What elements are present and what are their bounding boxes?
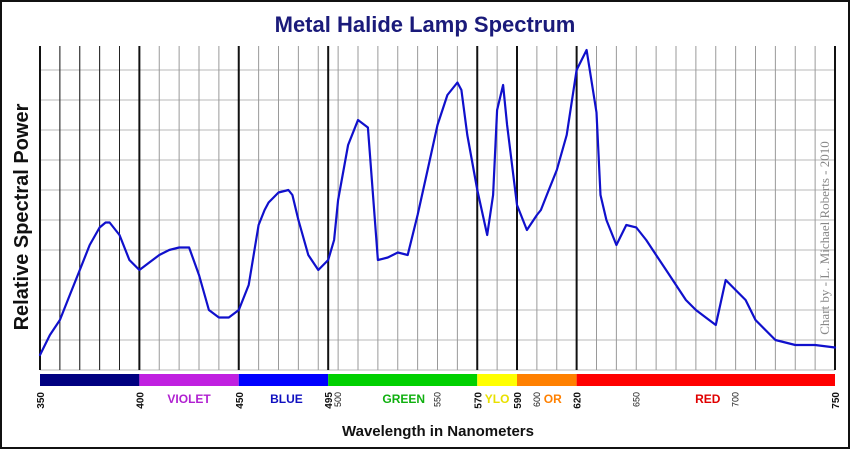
spectrum-band <box>328 374 478 386</box>
spectrum-line <box>38 48 837 357</box>
chart-grid <box>39 46 836 371</box>
tick-label: 700 <box>731 392 741 407</box>
y-axis-label: Relative Spectral Power <box>11 103 33 330</box>
tick-label: 500 <box>333 392 343 407</box>
band-label: RED <box>695 392 721 406</box>
chart-title: Metal Halide Lamp Spectrum <box>275 12 576 37</box>
tick-label: 550 <box>433 392 443 407</box>
band-label: VIOLET <box>167 392 211 406</box>
spectrum-band <box>139 374 239 386</box>
spectrum-band <box>477 374 517 386</box>
band-label: YLO <box>485 392 510 406</box>
x-axis-label: Wavelength in Nanometers <box>342 423 534 440</box>
band-label: BLUE <box>270 392 303 406</box>
band-label: OR <box>544 392 562 406</box>
tick-label: 400 <box>135 392 146 409</box>
spectrum-band <box>576 374 835 386</box>
tick-label: 350 <box>36 392 47 409</box>
spectrum-band <box>40 374 140 386</box>
tick-label: 590 <box>513 392 524 409</box>
spectrum-band <box>238 374 329 386</box>
tick-label: 570 <box>473 392 484 409</box>
tick-label: 450 <box>235 392 246 409</box>
chart-credit: Chart by - L. Michael Roberts - 2010 <box>817 141 832 335</box>
tick-label: 600 <box>532 392 542 407</box>
tick-label: 650 <box>631 392 641 407</box>
spectrum-series <box>38 48 837 357</box>
band-labels: VIOLET BLUE GREEN YLO OR RED <box>167 392 720 406</box>
x-tick-labels: 350 400 450 495 570 590 620 750 500 550 600 650 700 <box>36 392 842 409</box>
tick-label: 750 <box>831 392 842 409</box>
tick-label: 620 <box>573 392 584 409</box>
spectrum-band <box>517 374 577 386</box>
band-label: GREEN <box>382 392 425 406</box>
tick-label: 495 <box>324 392 335 409</box>
spectrum-bands <box>40 374 835 386</box>
